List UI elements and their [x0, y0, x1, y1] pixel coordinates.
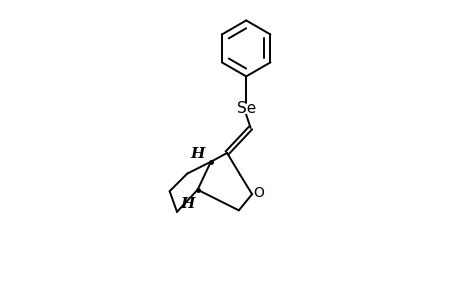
- Text: H: H: [180, 196, 194, 211]
- Text: O: O: [252, 186, 263, 200]
- Text: H: H: [190, 146, 204, 161]
- Text: Se: Se: [236, 101, 255, 116]
